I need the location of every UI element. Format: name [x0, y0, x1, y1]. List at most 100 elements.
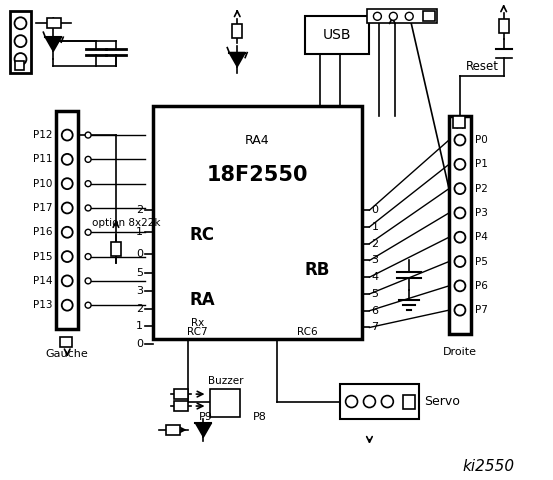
- Text: P2: P2: [475, 184, 488, 193]
- Text: RC7: RC7: [187, 327, 208, 337]
- Circle shape: [62, 178, 72, 189]
- Circle shape: [382, 396, 393, 408]
- Bar: [232, 24, 242, 38]
- Text: 0: 0: [136, 339, 143, 349]
- Text: Droite: Droite: [443, 348, 477, 357]
- Text: P12: P12: [33, 130, 53, 140]
- Circle shape: [455, 232, 466, 243]
- Circle shape: [85, 156, 91, 162]
- Text: Gauche: Gauche: [46, 349, 88, 360]
- Text: 1: 1: [136, 227, 143, 237]
- Text: Rx: Rx: [191, 317, 204, 327]
- Text: 3: 3: [136, 286, 143, 296]
- Circle shape: [455, 305, 466, 316]
- Circle shape: [455, 159, 466, 170]
- Text: P5: P5: [475, 256, 488, 266]
- Circle shape: [85, 302, 91, 308]
- Bar: [14, 61, 24, 70]
- Text: 2: 2: [135, 205, 143, 215]
- Bar: [56, 111, 78, 329]
- Bar: [9, 12, 32, 73]
- Circle shape: [373, 12, 382, 20]
- Text: 2: 2: [372, 239, 379, 249]
- Circle shape: [455, 207, 466, 218]
- Text: P8: P8: [253, 412, 267, 422]
- Text: 5: 5: [372, 289, 378, 299]
- Text: P16: P16: [33, 227, 53, 237]
- Text: 1: 1: [136, 322, 143, 332]
- Circle shape: [14, 53, 27, 65]
- Circle shape: [14, 17, 27, 29]
- Circle shape: [405, 12, 413, 20]
- Circle shape: [85, 180, 91, 187]
- Bar: [499, 19, 509, 33]
- Circle shape: [62, 227, 72, 238]
- Bar: [47, 18, 61, 28]
- Text: Buzzer: Buzzer: [207, 376, 243, 386]
- Text: Reset: Reset: [466, 60, 499, 72]
- Text: P6: P6: [475, 281, 488, 291]
- Text: P10: P10: [33, 179, 53, 189]
- Text: P17: P17: [33, 203, 53, 213]
- Text: RB: RB: [304, 261, 330, 279]
- Polygon shape: [45, 37, 61, 51]
- Circle shape: [389, 12, 397, 20]
- Text: 6: 6: [372, 306, 378, 316]
- Text: P1: P1: [475, 159, 488, 169]
- Text: option 8x22k: option 8x22k: [92, 218, 160, 228]
- Bar: [210, 389, 240, 417]
- Text: 5: 5: [136, 268, 143, 278]
- Text: RC6: RC6: [296, 327, 317, 337]
- Text: P7: P7: [475, 305, 488, 315]
- Circle shape: [62, 276, 72, 287]
- Text: 7: 7: [372, 323, 379, 333]
- Text: P3: P3: [475, 208, 488, 218]
- Text: 4: 4: [372, 272, 379, 282]
- Bar: [60, 337, 72, 348]
- Circle shape: [14, 35, 27, 47]
- Text: P9: P9: [199, 412, 212, 422]
- Bar: [174, 401, 188, 411]
- Text: P14: P14: [33, 276, 53, 286]
- Bar: [174, 389, 188, 399]
- Bar: [423, 12, 435, 21]
- Text: 2: 2: [135, 304, 143, 313]
- Bar: [111, 242, 121, 256]
- Circle shape: [85, 205, 91, 211]
- Text: 3: 3: [372, 255, 378, 265]
- Bar: [368, 9, 437, 23]
- Circle shape: [62, 300, 72, 311]
- Text: RA4: RA4: [245, 134, 269, 147]
- Text: USB: USB: [323, 28, 351, 42]
- Text: 0: 0: [372, 205, 378, 215]
- Polygon shape: [229, 53, 245, 67]
- Bar: [453, 116, 465, 128]
- Circle shape: [85, 253, 91, 260]
- Text: Servo: Servo: [424, 395, 460, 408]
- Text: 1: 1: [372, 222, 378, 232]
- Bar: [153, 106, 362, 339]
- Circle shape: [363, 396, 375, 408]
- Circle shape: [85, 132, 91, 138]
- Circle shape: [455, 256, 466, 267]
- Text: P11: P11: [33, 155, 53, 164]
- Circle shape: [85, 278, 91, 284]
- Circle shape: [455, 183, 466, 194]
- Bar: [449, 116, 471, 335]
- Circle shape: [62, 130, 72, 141]
- Bar: [305, 16, 369, 54]
- Circle shape: [62, 203, 72, 214]
- Polygon shape: [195, 423, 211, 437]
- Bar: [403, 395, 415, 408]
- Circle shape: [62, 154, 72, 165]
- Text: RC: RC: [190, 226, 215, 244]
- Text: P0: P0: [475, 135, 488, 145]
- Text: ki2550: ki2550: [463, 459, 515, 474]
- Circle shape: [346, 396, 358, 408]
- Text: P15: P15: [33, 252, 53, 262]
- Text: P13: P13: [33, 300, 53, 310]
- Bar: [166, 425, 180, 435]
- Text: RA: RA: [190, 291, 215, 309]
- Text: 18F2550: 18F2550: [206, 166, 308, 185]
- Text: P4: P4: [475, 232, 488, 242]
